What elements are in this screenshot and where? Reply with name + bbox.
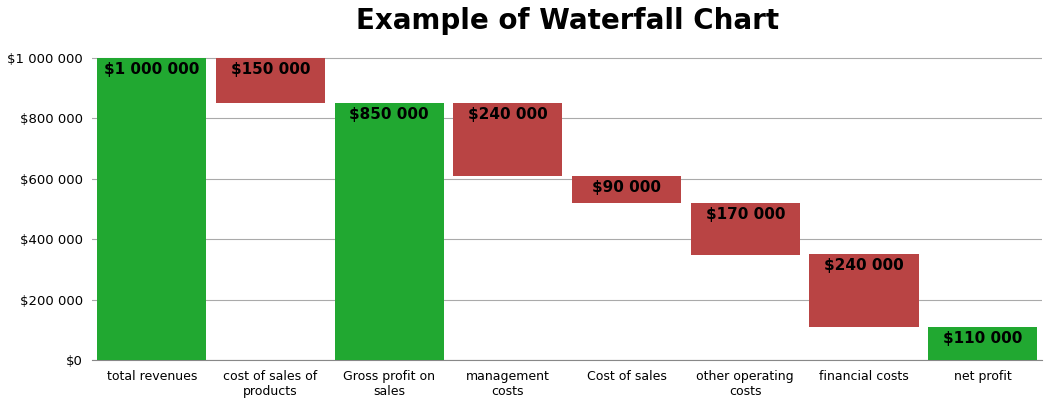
Text: $850 000: $850 000 [349, 107, 429, 122]
Bar [453, 103, 562, 176]
Bar [98, 58, 207, 360]
Text: $240 000: $240 000 [468, 107, 548, 122]
Text: $170 000: $170 000 [706, 207, 785, 222]
Title: Example of Waterfall Chart: Example of Waterfall Chart [356, 7, 778, 35]
Text: $90 000: $90 000 [592, 180, 661, 195]
Bar [572, 176, 681, 203]
Text: $150 000: $150 000 [231, 62, 311, 77]
Text: $1 000 000: $1 000 000 [104, 62, 199, 77]
Text: $240 000: $240 000 [825, 258, 904, 273]
Bar [216, 58, 325, 103]
Bar [690, 203, 800, 254]
Bar [810, 254, 919, 327]
Bar [928, 327, 1037, 360]
Bar [335, 103, 444, 360]
Text: $110 000: $110 000 [943, 331, 1023, 346]
